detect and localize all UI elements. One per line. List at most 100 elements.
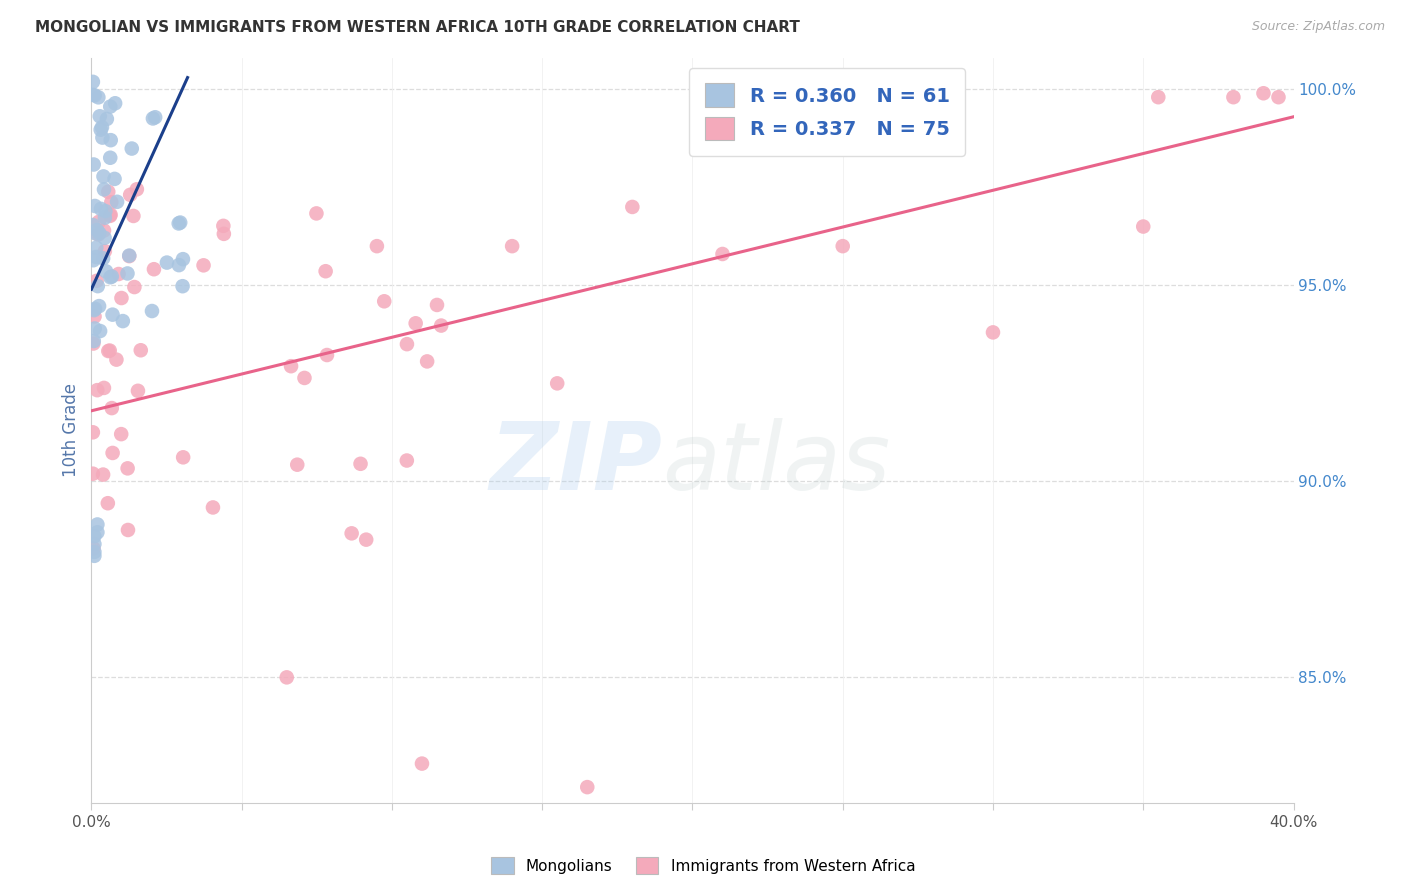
Point xyxy=(212,219,235,233)
Point xyxy=(96,112,118,126)
Point xyxy=(100,208,122,222)
Point xyxy=(82,425,104,440)
Point xyxy=(294,371,316,385)
Point xyxy=(129,343,152,358)
Point xyxy=(127,384,149,398)
Point xyxy=(86,223,108,237)
Point xyxy=(141,304,163,318)
Point xyxy=(117,267,139,281)
Point xyxy=(156,255,179,269)
Point xyxy=(101,401,124,415)
Text: MONGOLIAN VS IMMIGRANTS FROM WESTERN AFRICA 10TH GRADE CORRELATION CHART: MONGOLIAN VS IMMIGRANTS FROM WESTERN AFR… xyxy=(35,20,800,35)
Point xyxy=(83,157,105,171)
Point xyxy=(98,343,121,358)
Point xyxy=(117,523,139,537)
Point xyxy=(411,756,433,771)
Point xyxy=(93,223,115,237)
Point xyxy=(110,427,132,442)
Point xyxy=(91,130,114,145)
Point xyxy=(201,500,224,515)
Point xyxy=(89,227,111,241)
Point xyxy=(82,541,104,556)
Point xyxy=(87,299,110,313)
Point xyxy=(94,204,117,219)
Point xyxy=(340,526,363,541)
Point xyxy=(83,529,105,543)
Point xyxy=(111,314,134,328)
Point xyxy=(86,525,108,540)
Point xyxy=(91,252,114,266)
Point xyxy=(84,301,107,316)
Point xyxy=(120,187,142,202)
Point xyxy=(110,291,132,305)
Point xyxy=(416,354,439,368)
Point xyxy=(84,227,107,241)
Point xyxy=(1222,90,1244,104)
Point xyxy=(172,450,194,465)
Point xyxy=(82,75,104,89)
Point xyxy=(91,467,114,482)
Point xyxy=(82,87,104,102)
Point xyxy=(83,321,105,335)
Point xyxy=(117,461,139,475)
Point xyxy=(103,172,125,186)
Point xyxy=(167,216,190,230)
Point xyxy=(83,310,105,324)
Point xyxy=(981,326,1004,340)
Point xyxy=(105,194,128,209)
Point xyxy=(82,336,104,351)
Point xyxy=(86,383,108,397)
Point xyxy=(87,227,110,242)
Point xyxy=(167,258,190,272)
Point xyxy=(82,253,104,268)
Point xyxy=(83,537,105,551)
Point xyxy=(121,142,143,156)
Point xyxy=(90,202,112,216)
Point xyxy=(86,274,108,288)
Point xyxy=(100,133,122,147)
Point xyxy=(142,112,165,126)
Point xyxy=(98,209,121,223)
Text: ZIP: ZIP xyxy=(489,418,662,510)
Point xyxy=(89,109,111,123)
Point xyxy=(93,169,115,184)
Point xyxy=(1147,90,1170,104)
Point xyxy=(172,279,194,293)
Point xyxy=(86,517,108,532)
Point xyxy=(315,264,337,278)
Point xyxy=(83,549,105,563)
Point xyxy=(501,239,523,253)
Point xyxy=(118,249,141,263)
Point xyxy=(193,258,215,272)
Point xyxy=(124,280,146,294)
Point xyxy=(93,231,115,245)
Point xyxy=(349,457,371,471)
Point xyxy=(101,269,124,284)
Point xyxy=(212,227,235,241)
Legend: R = 0.360   N = 61, R = 0.337   N = 75: R = 0.360 N = 61, R = 0.337 N = 75 xyxy=(689,68,966,156)
Point xyxy=(100,195,122,210)
Point xyxy=(143,110,166,124)
Point xyxy=(285,458,308,472)
Legend: Mongolians, Immigrants from Western Africa: Mongolians, Immigrants from Western Afri… xyxy=(485,851,921,880)
Point xyxy=(93,182,115,196)
Point xyxy=(87,90,110,104)
Point xyxy=(87,215,110,229)
Point xyxy=(82,467,104,481)
Point xyxy=(426,298,449,312)
Point xyxy=(621,200,644,214)
Point xyxy=(94,264,117,278)
Point xyxy=(91,120,114,135)
Point xyxy=(87,279,110,293)
Point xyxy=(84,250,107,264)
Point xyxy=(83,88,105,103)
Point xyxy=(94,244,117,259)
Point xyxy=(82,218,104,232)
Point xyxy=(169,215,191,229)
Point xyxy=(105,352,128,367)
Point xyxy=(94,211,117,225)
Point xyxy=(107,267,129,281)
Point xyxy=(395,337,418,351)
Point xyxy=(83,334,105,348)
Point xyxy=(90,122,112,136)
